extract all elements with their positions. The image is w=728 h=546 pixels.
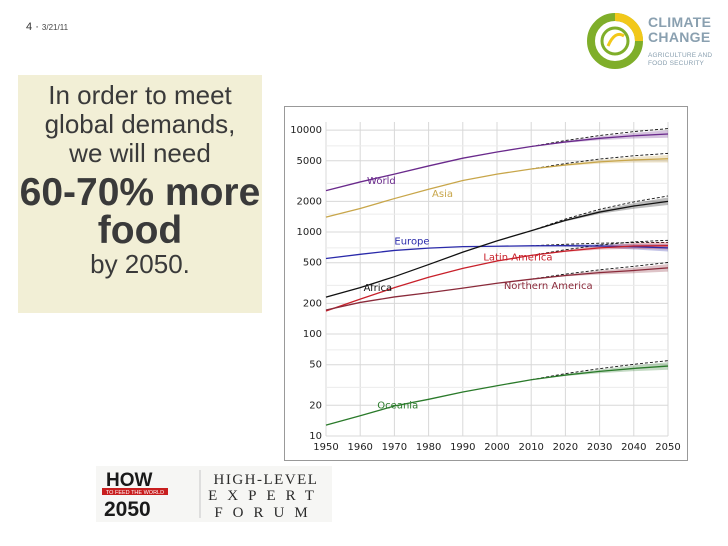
y-tick-label: 10000 — [290, 125, 322, 136]
logo-line4: FOOD SECURITY — [648, 60, 705, 67]
suffix-text: by 2050. — [90, 249, 190, 279]
slide-date: 3/21/11 — [41, 23, 69, 32]
series-line — [325, 158, 669, 218]
y-tick-label: 1000 — [297, 227, 322, 238]
x-tick-label: 1950 — [313, 442, 338, 453]
logo-title: CLIMATE CHANGE — [648, 15, 711, 45]
ccafs-ring-icon — [587, 13, 643, 69]
high-variant-line — [531, 128, 669, 147]
high-variant-line — [531, 241, 669, 247]
tagline-band — [102, 488, 168, 495]
slide-number-value: 4 — [26, 21, 33, 33]
x-tick-label: 2010 — [518, 442, 543, 453]
y-tick-label: 200 — [303, 298, 322, 309]
x-tick-label: 1980 — [416, 442, 441, 453]
year-text: 2050 — [104, 498, 151, 521]
y-tick-label: 50 — [309, 360, 322, 371]
chart-labels: World Asia Europe Africa Latin America Northe… — [364, 176, 593, 411]
hlef-line1: HIGH-LEVEL — [214, 472, 319, 488]
series-label: Oceania — [377, 400, 418, 411]
hlef-line2: EXPERT — [208, 488, 324, 504]
series-line — [325, 267, 669, 311]
slide-number: 4 · 3/21/11 — [26, 21, 69, 33]
series-line — [325, 245, 669, 312]
logo-line1: CLIMATE — [648, 14, 712, 30]
chart-series — [325, 133, 669, 426]
high-variant-line — [531, 360, 669, 381]
y-tick-label: 20 — [309, 400, 322, 411]
series-label: World — [367, 176, 396, 187]
y-tick-label: 2000 — [297, 196, 322, 207]
logo-subtitle: AGRICULTURE AND FOOD SECURITY — [648, 52, 712, 68]
hlef-line3: FORUM — [214, 505, 317, 521]
series-line — [325, 245, 669, 260]
x-tick-label: 1970 — [382, 442, 407, 453]
x-tick-label: 2000 — [484, 442, 509, 453]
y-tick-label: 10 — [309, 431, 322, 442]
intro-text: In order to meet global demands, we will… — [44, 80, 236, 168]
x-tick-label: 1960 — [347, 442, 372, 453]
chart-ticks: 1950 1960 1970 1980 1990 2000 2010 2020 2030 2040… — [290, 125, 681, 453]
logo-line2: CHANGE — [648, 29, 711, 45]
x-tick-label: 2030 — [587, 442, 612, 453]
series-label: Europe — [394, 237, 429, 248]
y-tick-label: 500 — [303, 258, 322, 269]
y-tick-label: 5000 — [297, 156, 322, 167]
x-tick-label: 2040 — [621, 442, 646, 453]
series-line — [325, 365, 669, 426]
how-text: HOW — [106, 470, 153, 491]
series-label: Northern America — [504, 281, 593, 292]
series-line — [325, 200, 669, 298]
tagline-text: TO FEED THE WORLD — [106, 490, 164, 496]
logo-line3: AGRICULTURE AND — [648, 52, 713, 59]
x-tick-label: 2020 — [553, 442, 578, 453]
x-tick-label: 1990 — [450, 442, 475, 453]
ccafs-logo: CLIMATE CHANGE AGRICULTURE AND FOOD SECU… — [586, 10, 722, 72]
y-tick-label: 100 — [303, 329, 322, 340]
x-tick-label: 2050 — [655, 442, 680, 453]
series-label: Asia — [432, 189, 453, 200]
key-message-box: In order to meet global demands, we will… — [18, 75, 262, 313]
population-chart: World Asia Europe Africa Latin America Northe… — [284, 106, 688, 461]
series-label: Latin America — [483, 253, 552, 264]
series-label: Africa — [364, 283, 393, 294]
chart-grid — [325, 122, 669, 437]
chart-frame — [284, 106, 688, 461]
hlef-logo: HOW TO FEED THE WORLD 2050 HIGH-LEVEL EX… — [96, 466, 332, 522]
highlight-text: 60-70% more food — [19, 171, 261, 252]
high-variant-line — [531, 195, 669, 232]
series-line — [325, 133, 669, 192]
projection-band — [531, 241, 668, 256]
